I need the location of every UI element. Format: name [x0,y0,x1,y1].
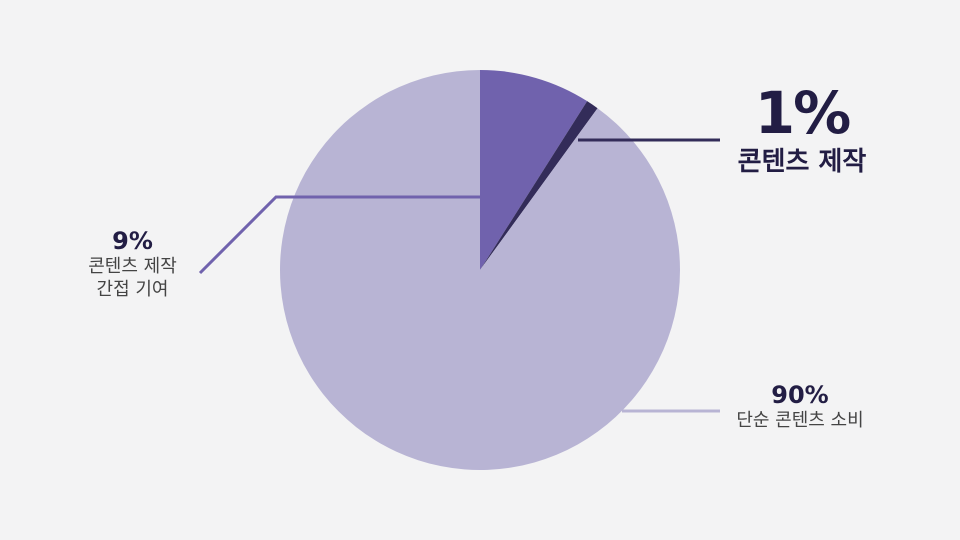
slice-label-indirect: 9% 콘텐츠 제작 간접 기여 [60,226,205,301]
pie-slice-2 [279,70,680,470]
slice-percent: 1% [754,79,851,147]
slice-desc-line: 단순 콘텐츠 소비 [736,410,864,431]
slice-desc-line: 간접 기여 [96,278,169,300]
leader-lines [198,138,720,413]
pie-slice-0 [480,70,588,270]
slice-label-creator: 1% 콘텐츠 제작 [712,79,892,178]
leader-line-9pct [198,195,480,275]
slice-desc-line: 콘텐츠 제작 [737,146,867,177]
slice-desc-line: 콘텐츠 제작 [88,256,177,277]
slice-percent: 9% [112,227,153,255]
pie-slice-1 [480,101,598,270]
slice-label-consumer: 90% 단순 콘텐츠 소비 [705,380,895,433]
pie-slices [279,70,680,470]
slice-percent: 90% [771,381,829,409]
